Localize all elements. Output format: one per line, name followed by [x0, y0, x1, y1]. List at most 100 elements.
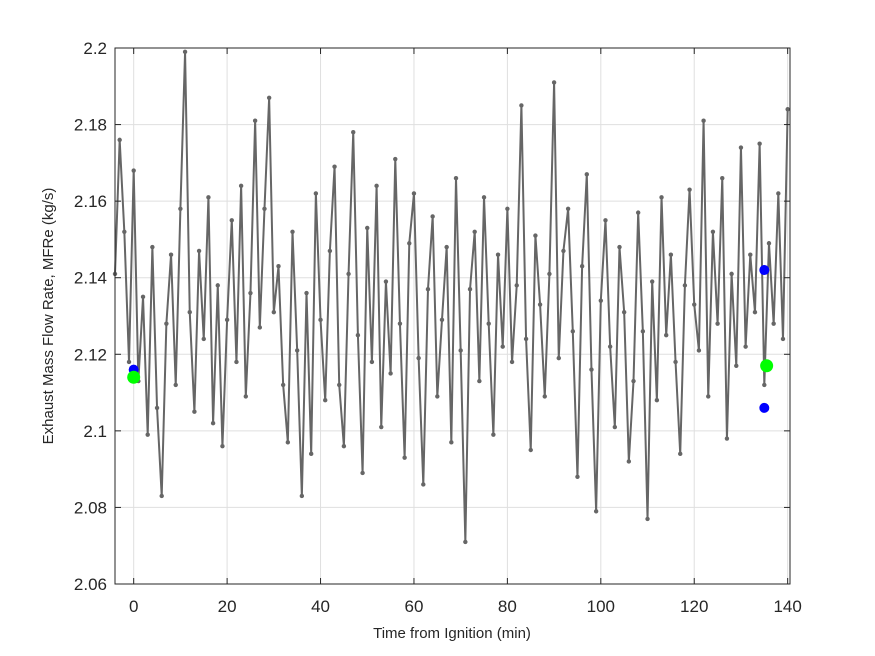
data-point	[621, 309, 627, 315]
data-point	[421, 482, 426, 487]
data-point	[220, 443, 225, 449]
blue-marker	[759, 402, 770, 413]
data-point	[645, 516, 650, 522]
data-point	[565, 206, 571, 211]
data-point	[766, 241, 772, 246]
data-point	[584, 172, 589, 177]
data-point	[435, 394, 440, 399]
x-tick-label: 140	[773, 597, 801, 616]
data-point	[514, 283, 519, 288]
data-point	[720, 175, 725, 181]
data-point	[710, 229, 716, 234]
x-tick-label: 100	[587, 597, 615, 616]
data-point	[477, 378, 482, 384]
data-point	[757, 141, 762, 146]
data-point	[150, 244, 155, 250]
data-point	[701, 118, 706, 123]
data-point	[692, 302, 697, 307]
data-point	[206, 195, 211, 200]
data-point	[224, 317, 230, 323]
data-point	[780, 336, 786, 342]
data-point	[332, 164, 337, 169]
x-axis-label: Time from Ignition (min)	[373, 625, 531, 642]
plot-frame	[114, 47, 791, 585]
y-tick-label: 2.08	[74, 498, 107, 517]
data-point	[294, 348, 300, 353]
green-marker	[127, 370, 141, 384]
data-point	[752, 309, 758, 315]
data-point	[495, 252, 501, 257]
data-point	[589, 367, 594, 372]
data-point	[439, 317, 445, 323]
y-tick-label: 2.18	[74, 116, 107, 135]
data-point	[729, 271, 734, 277]
data-point	[467, 287, 473, 292]
data-point	[257, 325, 263, 330]
y-tick-label: 2.2	[83, 39, 107, 58]
y-axis-label: Exhaust Mass Flow Rate, MFRe (kg/s)	[40, 188, 57, 445]
data-point	[299, 493, 305, 499]
green-marker	[760, 359, 774, 373]
data-point	[472, 229, 477, 234]
data-point	[374, 183, 379, 189]
data-point	[696, 348, 702, 353]
data-point	[575, 474, 580, 479]
data-point	[519, 103, 524, 108]
data-point	[486, 321, 491, 326]
data-point	[561, 248, 566, 254]
data-point	[252, 118, 258, 123]
data-point	[355, 332, 361, 338]
x-tick-label: 60	[405, 597, 424, 616]
data-point	[262, 206, 267, 211]
data-point	[215, 283, 220, 288]
data-point	[369, 359, 375, 365]
data-point	[411, 191, 417, 196]
data-point	[617, 244, 622, 250]
data-point	[537, 302, 543, 307]
data-point	[640, 329, 646, 334]
data-point	[341, 443, 347, 449]
data-point	[598, 298, 604, 303]
data-point	[308, 451, 314, 457]
data-point	[505, 206, 510, 211]
data-point	[734, 363, 739, 368]
data-point	[491, 432, 496, 437]
data-point	[556, 355, 561, 361]
data-point	[276, 264, 281, 269]
data-point	[425, 287, 431, 292]
data-point	[337, 382, 342, 388]
data-point	[724, 436, 730, 441]
data-point	[649, 279, 655, 284]
data-point	[682, 283, 688, 288]
data-point	[290, 229, 295, 234]
data-point	[463, 539, 468, 545]
data-point	[449, 440, 454, 445]
data-point	[533, 233, 538, 238]
data-point	[304, 290, 309, 296]
data-point	[579, 264, 585, 269]
x-tick-label: 40	[311, 597, 330, 616]
data-point	[659, 195, 664, 200]
data-point	[351, 130, 356, 135]
data-point	[762, 382, 767, 388]
data-point	[234, 359, 239, 365]
data-point	[159, 493, 164, 499]
data-point	[192, 409, 197, 414]
data-point	[678, 451, 683, 457]
series-layer	[112, 49, 790, 545]
x-tick-label: 80	[498, 597, 517, 616]
data-point	[318, 317, 323, 323]
data-point	[607, 344, 613, 349]
data-point	[243, 394, 248, 399]
data-point	[668, 252, 674, 257]
data-point	[706, 394, 711, 399]
axis-ticks: 0 20 40 60 80 100 120 140 2.06 2.08 2.1 2.12 2.14 2.1…	[74, 39, 802, 616]
data-point	[603, 218, 608, 223]
data-point	[654, 398, 660, 403]
data-point	[626, 459, 632, 464]
data-point	[388, 371, 393, 376]
data-point	[154, 405, 160, 411]
data-point	[771, 321, 776, 326]
data-point	[748, 252, 753, 257]
